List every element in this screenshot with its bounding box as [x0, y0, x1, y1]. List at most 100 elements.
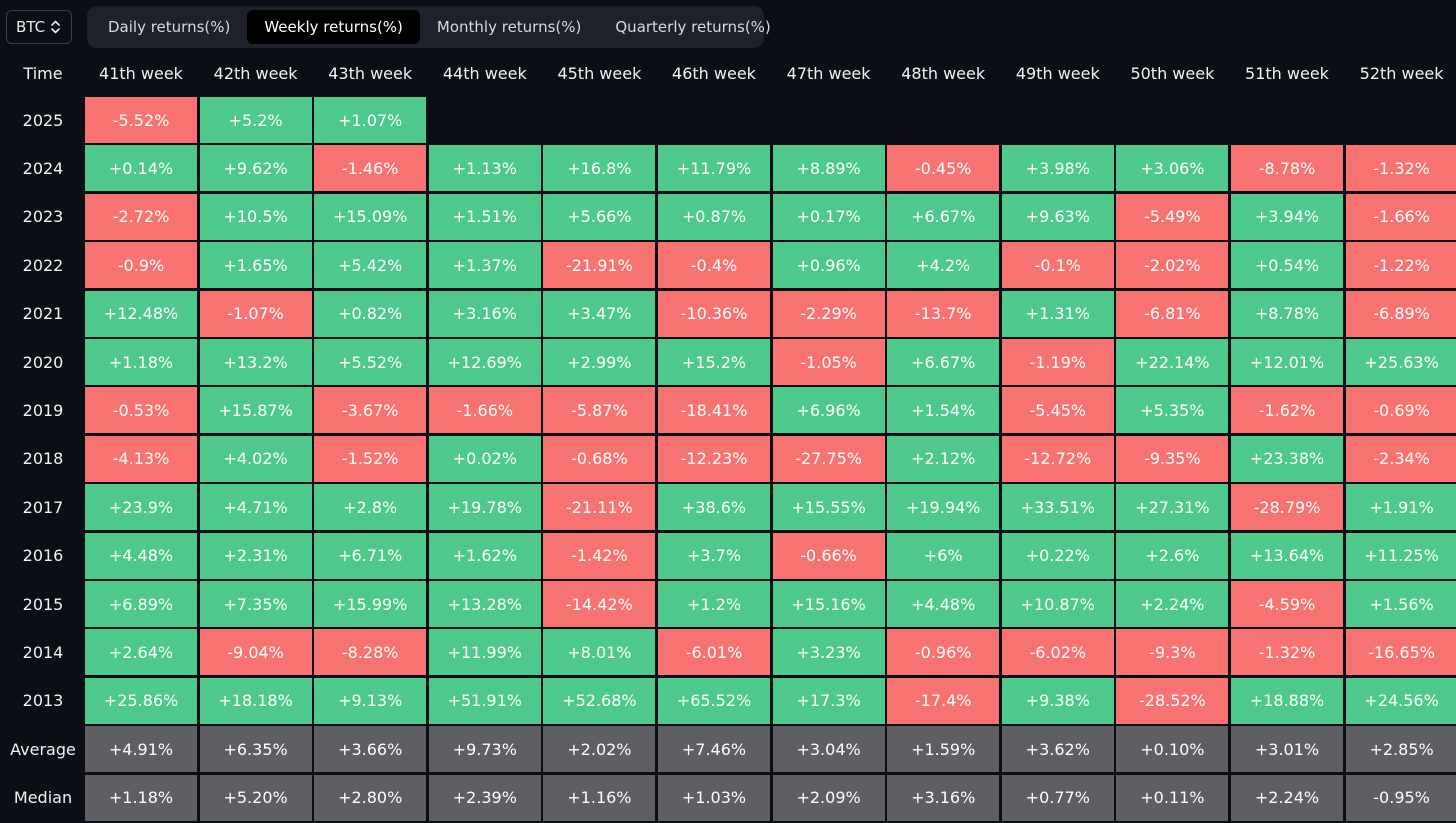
return-cell: +9.62%	[199, 145, 312, 192]
return-cell: -1.46%	[314, 145, 427, 192]
stat-cell: +2.85%	[1345, 726, 1456, 773]
return-cell: +1.2%	[658, 581, 770, 627]
return-cell: +8.01%	[543, 629, 656, 676]
return-cell: +6.71%	[314, 532, 427, 579]
return-cell: -5.87%	[543, 387, 656, 434]
return-cell: -6.02%	[1001, 629, 1114, 676]
return-cell: +18.18%	[199, 677, 312, 724]
return-cell: +23.38%	[1231, 435, 1343, 482]
stat-cell: +1.16%	[543, 774, 656, 821]
column-header: 48th week	[901, 63, 986, 83]
return-cell: -0.1%	[1001, 242, 1114, 289]
column-header: 45th week	[557, 63, 642, 83]
tab-monthly-returns[interactable]: Monthly returns(%)	[436, 18, 582, 36]
return-cell: +3.06%	[1116, 145, 1229, 192]
row-label: 2023	[22, 207, 64, 227]
return-cell: +23.9%	[85, 484, 197, 531]
return-cell: +2.99%	[543, 339, 656, 385]
return-cell: -0.68%	[543, 435, 656, 482]
stat-cell: +0.77%	[1001, 774, 1114, 821]
return-cell: +10.87%	[1001, 581, 1114, 627]
row-label: 2017	[22, 497, 64, 517]
return-cell: +13.28%	[428, 581, 541, 627]
return-cell: +5.42%	[314, 242, 427, 289]
return-cell: -0.9%	[85, 242, 197, 289]
return-cell: -9.35%	[1116, 435, 1229, 482]
return-cell: -0.69%	[1345, 387, 1456, 434]
column-header: 47th week	[786, 63, 871, 83]
return-cell: -8.28%	[314, 629, 427, 676]
return-cell: +15.87%	[199, 387, 312, 434]
row-label: 2019	[22, 400, 64, 420]
row-label: 2014	[22, 642, 64, 662]
return-cell: +0.82%	[314, 290, 427, 337]
stat-cell: +3.16%	[887, 774, 1000, 821]
return-cell: -9.3%	[1116, 629, 1229, 676]
return-cell: +2.6%	[1116, 532, 1229, 579]
return-cell: +33.51%	[1001, 484, 1114, 531]
row-label: 2013	[22, 691, 64, 711]
chevron-up-down-icon	[51, 20, 60, 34]
return-cell: -1.05%	[772, 339, 885, 385]
return-cell: +6%	[887, 532, 1000, 579]
return-cell: -28.52%	[1116, 677, 1229, 724]
return-cell: +0.17%	[772, 193, 885, 240]
return-cell: +8.78%	[1231, 290, 1343, 337]
return-cell: -9.04%	[199, 629, 312, 676]
return-cell: -4.59%	[1231, 581, 1343, 627]
stat-cell: +2.39%	[428, 774, 541, 821]
stat-cell: +3.62%	[1001, 726, 1114, 773]
return-cell: -1.19%	[1001, 339, 1114, 385]
tab-weekly-returns[interactable]: Weekly returns(%)	[247, 10, 420, 44]
return-cell: +4.2%	[887, 242, 1000, 289]
return-cell: +4.48%	[85, 532, 197, 579]
return-cell: +11.79%	[658, 145, 770, 192]
return-cell: +65.52%	[658, 677, 770, 724]
return-cell: +13.2%	[199, 339, 312, 385]
column-header: 44th week	[442, 63, 527, 83]
toolbar: BTC Daily returns(%) Weekly returns(%) M…	[0, 0, 1456, 54]
return-cell: +0.54%	[1231, 242, 1343, 289]
tab-quarterly-returns[interactable]: Quarterly returns(%)	[615, 18, 771, 36]
return-cell: +13.64%	[1231, 532, 1343, 579]
stat-cell: +4.91%	[85, 726, 197, 773]
row-label: Median	[13, 788, 73, 808]
return-cell: +10.5%	[199, 193, 312, 240]
row-label: 2025	[22, 110, 64, 130]
return-cell: -1.07%	[199, 290, 312, 337]
return-cell: +2.64%	[85, 629, 197, 676]
return-cell: -18.41%	[658, 387, 770, 434]
asset-select[interactable]: BTC	[6, 10, 72, 44]
return-cell: +0.14%	[85, 145, 197, 192]
row-label: 2022	[22, 255, 64, 275]
return-cell: +4.02%	[199, 435, 312, 482]
return-cell: +16.8%	[543, 145, 656, 192]
return-cell: -13.7%	[887, 290, 1000, 337]
column-header: 50th week	[1130, 63, 1215, 83]
return-cell: -17.4%	[887, 677, 1000, 724]
return-cell: +5.2%	[199, 97, 312, 143]
return-cell: -3.67%	[314, 387, 427, 434]
return-cell: +8.89%	[772, 145, 885, 192]
return-cell: +1.62%	[428, 532, 541, 579]
return-cell: -2.72%	[85, 193, 197, 240]
return-cell: +12.01%	[1231, 339, 1343, 385]
row-label: 2021	[22, 304, 64, 324]
return-cell: -1.62%	[1231, 387, 1343, 434]
return-cell: +12.48%	[85, 290, 197, 337]
return-cell: +51.91%	[428, 677, 541, 724]
column-header: 49th week	[1015, 63, 1100, 83]
return-cell: -21.91%	[543, 242, 656, 289]
return-cell: +2.12%	[887, 435, 1000, 482]
return-cell: -4.13%	[85, 435, 197, 482]
stat-cell: +6.35%	[199, 726, 312, 773]
return-cell: +19.78%	[428, 484, 541, 531]
stat-cell: -0.95%	[1345, 774, 1456, 821]
return-cell: +1.37%	[428, 242, 541, 289]
return-cell: -0.66%	[772, 532, 885, 579]
return-cell: +4.48%	[887, 581, 1000, 627]
tab-daily-returns[interactable]: Daily returns(%)	[108, 18, 231, 36]
stat-cell: +2.02%	[543, 726, 656, 773]
return-cell: +1.91%	[1345, 484, 1456, 531]
return-cell: -1.66%	[428, 387, 541, 434]
